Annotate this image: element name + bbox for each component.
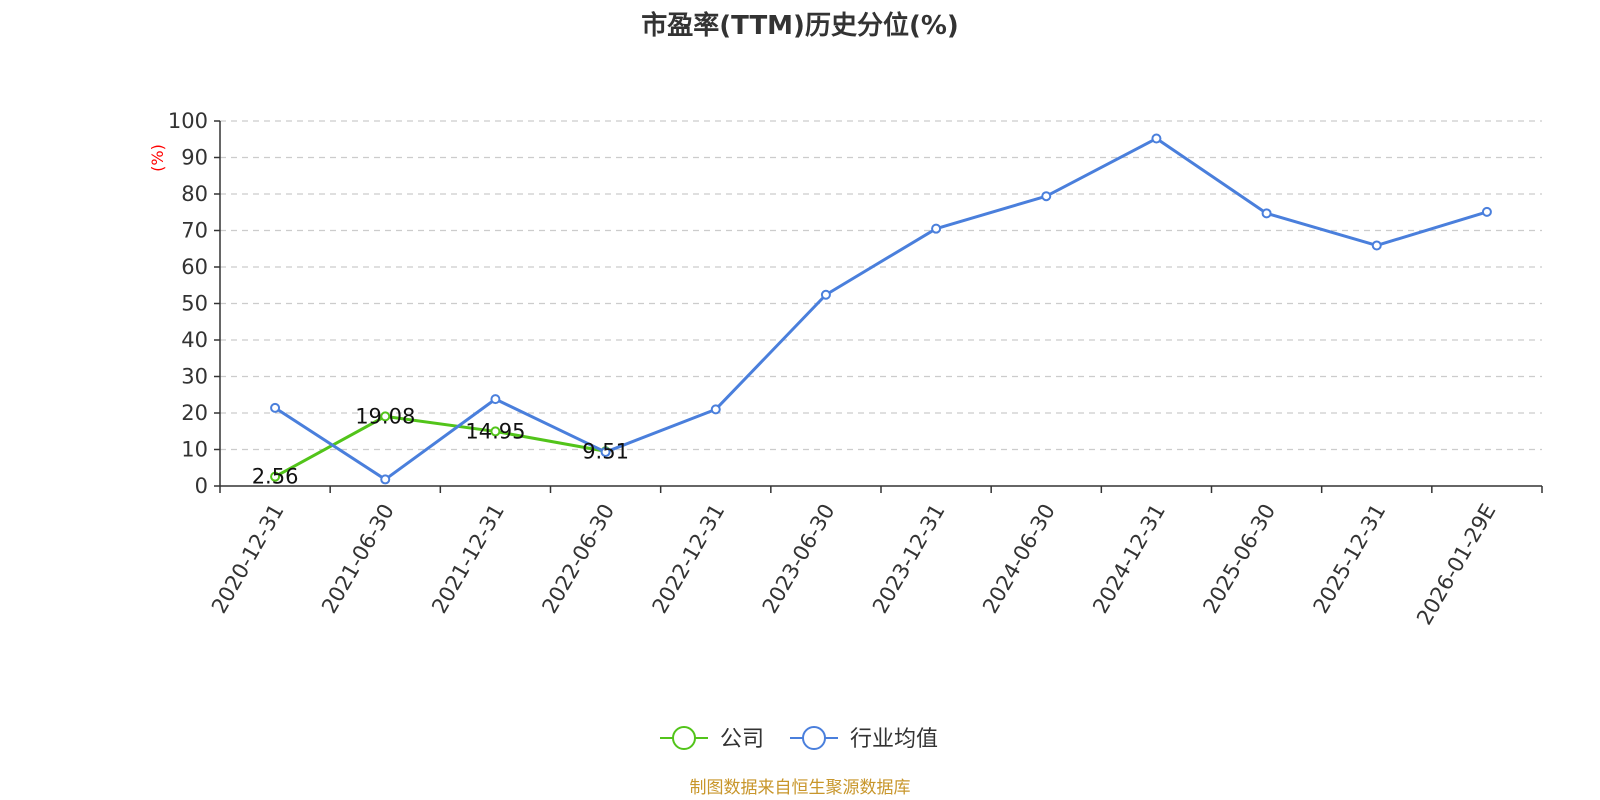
data-label: 9.51 bbox=[582, 439, 629, 463]
y-tick-label: 80 bbox=[181, 182, 208, 206]
y-axis-label: (%) bbox=[148, 144, 167, 172]
series-0 bbox=[270, 411, 611, 482]
x-tick-label: 2025-12-31 bbox=[1309, 500, 1391, 618]
x-tick-label: 2021-06-30 bbox=[317, 500, 399, 618]
chart-title: 市盈率(TTM)历史分位(%) bbox=[641, 10, 959, 41]
data-point[interactable] bbox=[1481, 206, 1492, 217]
y-tick-label: 50 bbox=[181, 292, 208, 316]
x-tick-label: 2023-06-30 bbox=[758, 500, 840, 618]
x-tick-label: 2022-12-31 bbox=[648, 500, 730, 618]
y-tick-label: 40 bbox=[181, 328, 208, 352]
data-point[interactable] bbox=[820, 289, 831, 300]
data-point[interactable] bbox=[1261, 208, 1272, 219]
x-tick-label: 2024-12-31 bbox=[1088, 500, 1170, 618]
legend[interactable]: 公司 行业均值 bbox=[660, 726, 938, 752]
legend-label-company: 公司 bbox=[720, 727, 764, 752]
y-tick-label: 10 bbox=[181, 438, 208, 462]
series-line-1 bbox=[274, 137, 1488, 481]
series-1 bbox=[270, 133, 1492, 485]
x-tick-label: 2026-01-29E bbox=[1412, 500, 1500, 629]
y-tick-label: 70 bbox=[181, 219, 208, 243]
data-point[interactable] bbox=[1151, 133, 1162, 144]
legend-marker-industry-average bbox=[802, 726, 826, 750]
source-note: 制图数据来自恒生聚源数据库 bbox=[690, 778, 911, 798]
y-tick-label: 0 bbox=[195, 474, 208, 498]
data-point[interactable] bbox=[710, 404, 721, 415]
x-tick-label: 2025-06-30 bbox=[1198, 500, 1280, 618]
legend-marker-company bbox=[672, 726, 696, 750]
data-point[interactable] bbox=[931, 223, 942, 234]
data-point[interactable] bbox=[380, 411, 391, 422]
series-lines bbox=[270, 133, 1492, 485]
x-tick-label: 2023-12-31 bbox=[868, 500, 950, 618]
legend-item-company[interactable]: 公司 bbox=[660, 726, 764, 752]
data-labels: 2.56 19.08 14.95 9.51 bbox=[252, 404, 629, 488]
data-label: 19.08 bbox=[355, 404, 415, 428]
data-point[interactable] bbox=[270, 402, 281, 413]
data-point[interactable] bbox=[490, 426, 501, 437]
data-point[interactable] bbox=[490, 394, 501, 405]
x-tick-label: 2024-06-30 bbox=[978, 500, 1060, 618]
y-tick-label: 30 bbox=[181, 365, 208, 389]
axes: 0 10 20 30 40 50 60 70 80 90 100 2020-12-31 2021-06-… bbox=[168, 109, 1543, 629]
data-point[interactable] bbox=[600, 447, 611, 458]
x-tick-label: 2022-06-30 bbox=[537, 500, 619, 618]
y-tick-label: 90 bbox=[181, 146, 208, 170]
data-label: 14.95 bbox=[465, 419, 525, 443]
x-tick-label: 2021-12-31 bbox=[427, 500, 509, 618]
legend-item-industry-average[interactable]: 行业均值 bbox=[790, 726, 938, 752]
legend-label-industry-average: 行业均值 bbox=[850, 727, 938, 752]
data-label: 2.56 bbox=[252, 465, 299, 489]
data-point[interactable] bbox=[380, 474, 391, 485]
y-tick-label: 100 bbox=[168, 109, 208, 133]
series-line-0 bbox=[274, 414, 606, 478]
data-point[interactable] bbox=[1041, 191, 1052, 202]
y-tick-label: 20 bbox=[181, 401, 208, 425]
y-tick-label: 60 bbox=[181, 255, 208, 279]
data-point[interactable] bbox=[1371, 240, 1382, 251]
grid-lines bbox=[220, 120, 1542, 451]
data-point[interactable] bbox=[270, 471, 281, 482]
x-tick-label: 2020-12-31 bbox=[207, 500, 289, 618]
